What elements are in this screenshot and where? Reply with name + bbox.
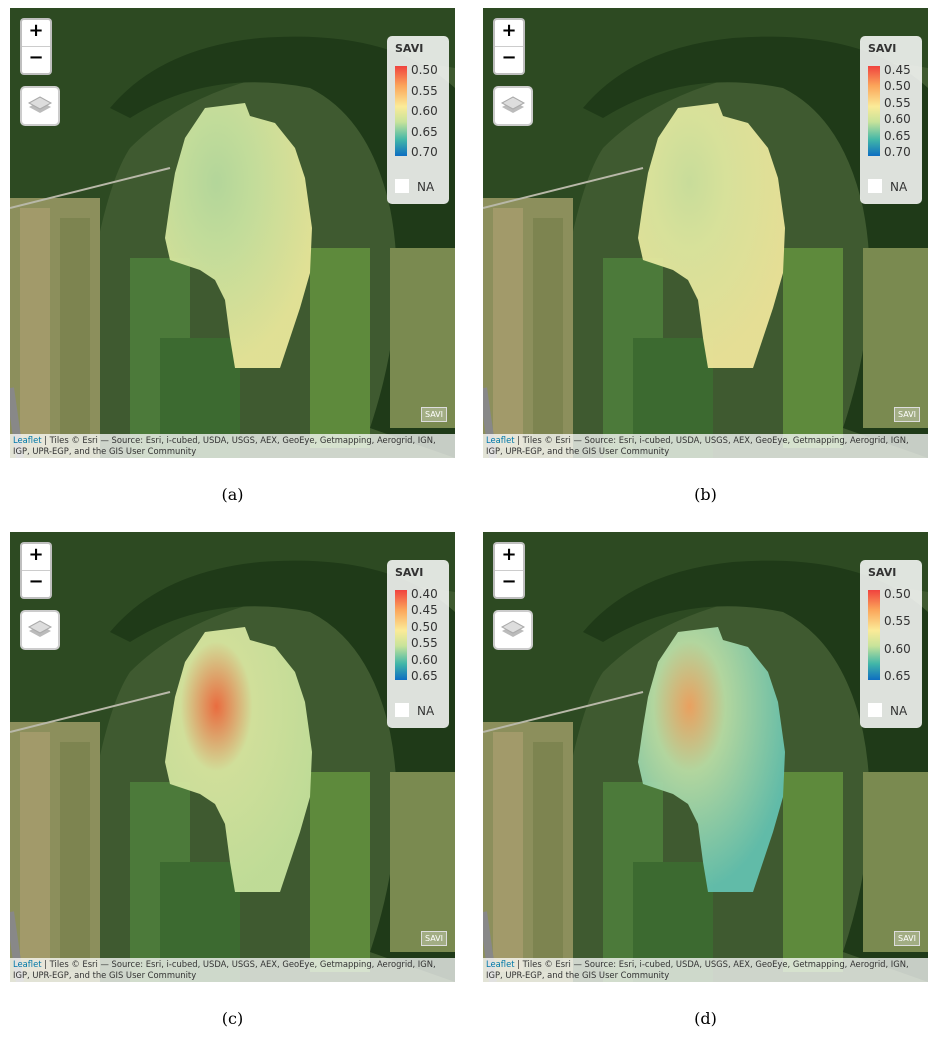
map-panel: +− SAVI 0.50 0.55 0.60 0.65 NA SAVI Leaflet | Ti…	[483, 532, 928, 982]
layers-icon	[495, 88, 531, 124]
attribution: Leaflet | Tiles © Esri — Source: Esri, i…	[10, 434, 455, 458]
layers-icon	[22, 88, 58, 124]
zoom-in-button[interactable]: +	[22, 544, 50, 570]
legend: SAVI 0.45 0.50 0.55 0.60 0.65 0.70 NA	[860, 36, 922, 204]
layers-button[interactable]	[493, 86, 533, 126]
legend-title: SAVI	[395, 42, 423, 55]
legend-tick-label: 0.55	[884, 97, 911, 109]
legend-tick-label: 0.50	[884, 80, 911, 92]
legend-tick-label: 0.70	[411, 146, 438, 158]
zoom-out-button[interactable]: −	[22, 46, 50, 73]
layers-icon	[22, 612, 58, 648]
attribution-text: | Tiles © Esri — Source: Esri, i-cubed, …	[13, 959, 436, 980]
legend-tick-label: 0.45	[884, 64, 911, 76]
zoom-control: +−	[493, 18, 525, 75]
legend-na-label: NA	[890, 704, 907, 718]
legend-tick-label: 0.65	[411, 126, 438, 138]
panel-caption: (c)	[10, 1009, 455, 1028]
legend-tick-label: 0.65	[884, 670, 911, 682]
zoom-in-button[interactable]: +	[495, 20, 523, 46]
layers-button[interactable]	[493, 610, 533, 650]
layer-tag: SAVI	[894, 931, 920, 946]
legend: SAVI 0.50 0.55 0.60 0.65 0.70 NA	[387, 36, 449, 204]
legend-title: SAVI	[395, 566, 423, 579]
legend-colorbar	[395, 590, 407, 680]
legend-tick-label: 0.55	[411, 85, 438, 97]
panel-caption: (d)	[483, 1009, 928, 1028]
map-panel: +− SAVI 0.40 0.45 0.50 0.55 0.60 0.65 NA SAVI Leaf…	[10, 532, 455, 982]
legend: SAVI 0.40 0.45 0.50 0.55 0.60 0.65 NA	[387, 560, 449, 728]
attribution-text: | Tiles © Esri — Source: Esri, i-cubed, …	[486, 435, 909, 456]
zoom-out-button[interactable]: −	[495, 570, 523, 597]
legend-tick-label: 0.65	[884, 130, 911, 142]
legend-tick-label: 0.40	[411, 588, 438, 600]
panel-caption: (a)	[10, 485, 455, 504]
legend-title: SAVI	[868, 566, 896, 579]
leaflet-link[interactable]: Leaflet	[13, 435, 42, 445]
legend-tick-label: 0.60	[884, 643, 911, 655]
attribution-text: | Tiles © Esri — Source: Esri, i-cubed, …	[486, 959, 909, 980]
page: +−SAVI0.500.550.600.650.70NASAVILeaflet …	[0, 0, 931, 1037]
legend-tick-label: 0.45	[411, 604, 438, 616]
leaflet-link[interactable]: Leaflet	[13, 959, 42, 969]
zoom-out-button[interactable]: −	[495, 46, 523, 73]
legend-na-label: NA	[890, 180, 907, 194]
legend-tick-label: 0.55	[411, 637, 438, 649]
legend-colorbar	[868, 590, 880, 680]
map-panel: +− SAVI 0.50 0.55 0.60 0.65 0.70 NA SAVI Leaflet …	[10, 8, 455, 458]
legend: SAVI 0.50 0.55 0.60 0.65 NA	[860, 560, 922, 728]
legend-na-swatch	[395, 179, 409, 193]
attribution: Leaflet | Tiles © Esri — Source: Esri, i…	[483, 958, 928, 982]
legend-tick-label: 0.70	[884, 146, 911, 158]
legend-tick-label: 0.60	[884, 113, 911, 125]
layer-tag: SAVI	[421, 931, 447, 946]
legend-na-swatch	[868, 703, 882, 717]
zoom-control: +−	[493, 542, 525, 599]
legend-tick-label: 0.60	[411, 654, 438, 666]
layers-button[interactable]	[20, 610, 60, 650]
attribution-text: | Tiles © Esri — Source: Esri, i-cubed, …	[13, 435, 436, 456]
legend-na-swatch	[868, 179, 882, 193]
zoom-in-button[interactable]: +	[22, 20, 50, 46]
layers-icon	[495, 612, 531, 648]
legend-tick-label: 0.50	[884, 588, 911, 600]
attribution: Leaflet | Tiles © Esri — Source: Esri, i…	[10, 958, 455, 982]
legend-na-label: NA	[417, 180, 434, 194]
layer-tag: SAVI	[894, 407, 920, 422]
legend-tick-label: 0.50	[411, 621, 438, 633]
leaflet-link[interactable]: Leaflet	[486, 435, 515, 445]
legend-colorbar	[868, 66, 880, 156]
zoom-in-button[interactable]: +	[495, 544, 523, 570]
zoom-out-button[interactable]: −	[22, 570, 50, 597]
legend-tick-label: 0.50	[411, 64, 438, 76]
layer-tag: SAVI	[421, 407, 447, 422]
zoom-control: +−	[20, 542, 52, 599]
legend-na-swatch	[395, 703, 409, 717]
panel-caption: (b)	[483, 485, 928, 504]
layers-button[interactable]	[20, 86, 60, 126]
legend-tick-label: 0.55	[884, 615, 911, 627]
legend-na-label: NA	[417, 704, 434, 718]
legend-colorbar	[395, 66, 407, 156]
map-panel: +− SAVI 0.45 0.50 0.55 0.60 0.65 0.70 NA SAVI Leaf…	[483, 8, 928, 458]
legend-title: SAVI	[868, 42, 896, 55]
legend-tick-label: 0.65	[411, 670, 438, 682]
attribution: Leaflet | Tiles © Esri — Source: Esri, i…	[483, 434, 928, 458]
zoom-control: +−	[20, 18, 52, 75]
leaflet-link[interactable]: Leaflet	[486, 959, 515, 969]
legend-tick-label: 0.60	[411, 105, 438, 117]
